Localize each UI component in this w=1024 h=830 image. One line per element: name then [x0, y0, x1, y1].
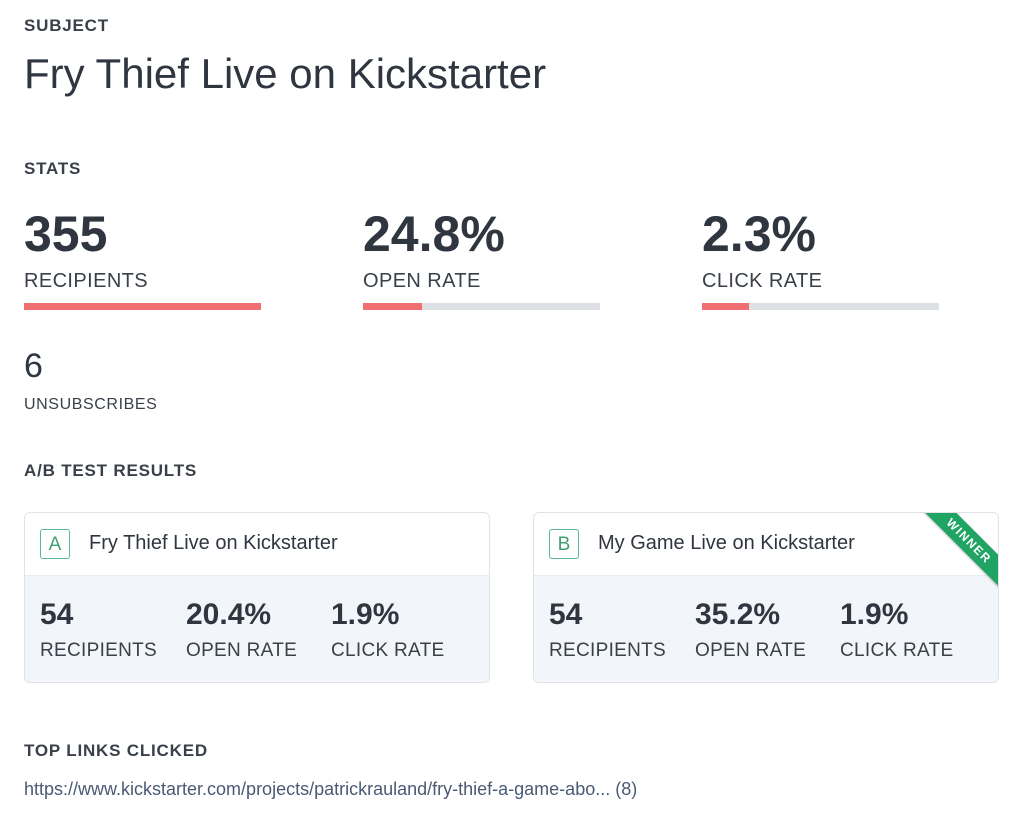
variant-click-rate-caption: CLICK RATE: [840, 640, 954, 661]
stat-unsubscribes: 6 UNSUBSCRIBES: [24, 346, 157, 414]
variant-recipients: 54 RECIPIENTS: [549, 598, 666, 662]
open-rate-progress-fill: [363, 303, 422, 310]
variant-recipients-caption: RECIPIENTS: [40, 640, 158, 661]
variant-card-header: B My Game Live on Kickstarter: [534, 513, 998, 576]
variant-open-rate-caption: OPEN RATE: [695, 640, 807, 661]
variant-letter-badge: A: [40, 529, 70, 559]
stat-recipients: 355 RECIPIENTS: [24, 204, 261, 310]
stat-recipients-value: 355: [24, 206, 108, 262]
variant-card-b: B My Game Live on Kickstarter 54 RECIPIE…: [533, 512, 999, 683]
subject-title: Fry Thief Live on Kickstarter: [24, 50, 547, 97]
variant-click-rate: 1.9% CLICK RATE: [840, 598, 954, 662]
click-rate-progress-fill: [702, 303, 750, 310]
stat-click-rate: 2.3% CLICK RATE: [702, 204, 939, 310]
recipients-progress-bar: [24, 303, 261, 310]
stat-recipients-caption: RECIPIENTS: [24, 270, 149, 292]
recipients-progress-fill: [24, 303, 261, 310]
variant-open-rate: 35.2% OPEN RATE: [695, 598, 806, 662]
stat-open-rate-value: 24.8%: [363, 206, 505, 262]
variant-letter-badge: B: [549, 529, 579, 559]
winner-ribbon: WINNER: [915, 513, 998, 596]
open-rate-progress-bar: [363, 303, 600, 310]
variant-click-rate-caption: CLICK RATE: [331, 640, 445, 661]
variant-open-rate-value: 35.2%: [695, 598, 781, 631]
top-link-count: (8): [615, 779, 638, 799]
variant-open-rate: 20.4% OPEN RATE: [186, 598, 297, 662]
variant-open-rate-caption: OPEN RATE: [186, 640, 298, 661]
stat-open-rate-caption: OPEN RATE: [363, 270, 481, 292]
variant-recipients-value: 54: [40, 598, 74, 631]
stats-label: STATS: [24, 159, 82, 178]
variant-subject: My Game Live on Kickstarter: [598, 532, 855, 554]
top-link-item: https://www.kickstarter.com/projects/pat…: [24, 779, 637, 800]
subject-label: SUBJECT: [24, 16, 109, 35]
variant-click-rate-value: 1.9%: [331, 598, 400, 631]
variant-card-header: A Fry Thief Live on Kickstarter: [25, 513, 489, 576]
top-link-url[interactable]: https://www.kickstarter.com/projects/pat…: [24, 779, 611, 799]
variant-recipients-value: 54: [549, 598, 583, 631]
stat-unsubscribes-caption: UNSUBSCRIBES: [24, 396, 158, 413]
variant-recipients: 54 RECIPIENTS: [40, 598, 157, 662]
variant-card-stats: 54 RECIPIENTS 20.4% OPEN RATE 1.9% CLICK…: [25, 576, 489, 682]
click-rate-progress-bar: [702, 303, 939, 310]
top-links-label: TOP LINKS CLICKED: [24, 741, 208, 760]
variant-card-a: A Fry Thief Live on Kickstarter 54 RECIP…: [24, 512, 490, 683]
variant-card-stats: 54 RECIPIENTS 35.2% OPEN RATE 1.9% CLICK…: [534, 576, 998, 682]
variant-recipients-caption: RECIPIENTS: [549, 640, 667, 661]
stat-unsubscribes-value: 6: [24, 347, 43, 385]
variant-click-rate-value: 1.9%: [840, 598, 909, 631]
variant-open-rate-value: 20.4%: [186, 598, 272, 631]
variant-click-rate: 1.9% CLICK RATE: [331, 598, 445, 662]
stat-click-rate-value: 2.3%: [702, 206, 816, 262]
winner-ribbon-label: WINNER: [918, 513, 998, 592]
stat-click-rate-caption: CLICK RATE: [702, 270, 823, 292]
ab-test-label: A/B TEST RESULTS: [24, 461, 198, 480]
variant-subject: Fry Thief Live on Kickstarter: [89, 532, 338, 554]
stat-open-rate: 24.8% OPEN RATE: [363, 204, 600, 310]
